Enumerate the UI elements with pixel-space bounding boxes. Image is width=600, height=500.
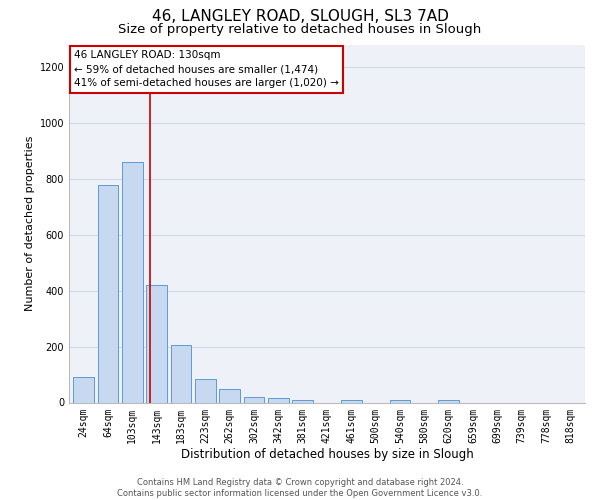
Y-axis label: Number of detached properties: Number of detached properties xyxy=(25,136,35,312)
Bar xyxy=(439,400,459,402)
Text: 46, LANGLEY ROAD, SLOUGH, SL3 7AD: 46, LANGLEY ROAD, SLOUGH, SL3 7AD xyxy=(152,9,448,24)
Bar xyxy=(73,378,94,402)
Bar xyxy=(170,345,191,403)
Bar xyxy=(122,162,143,402)
Bar xyxy=(341,400,362,402)
X-axis label: Distribution of detached houses by size in Slough: Distribution of detached houses by size … xyxy=(181,448,473,461)
Bar xyxy=(146,285,167,403)
Bar xyxy=(219,388,240,402)
Text: 46 LANGLEY ROAD: 130sqm
← 59% of detached houses are smaller (1,474)
41% of semi: 46 LANGLEY ROAD: 130sqm ← 59% of detache… xyxy=(74,50,339,88)
Text: Size of property relative to detached houses in Slough: Size of property relative to detached ho… xyxy=(118,22,482,36)
Bar xyxy=(268,398,289,402)
Bar xyxy=(244,397,265,402)
Bar xyxy=(389,400,410,402)
Bar xyxy=(98,184,118,402)
Bar xyxy=(195,379,215,402)
Text: Contains HM Land Registry data © Crown copyright and database right 2024.
Contai: Contains HM Land Registry data © Crown c… xyxy=(118,478,482,498)
Bar xyxy=(292,400,313,402)
